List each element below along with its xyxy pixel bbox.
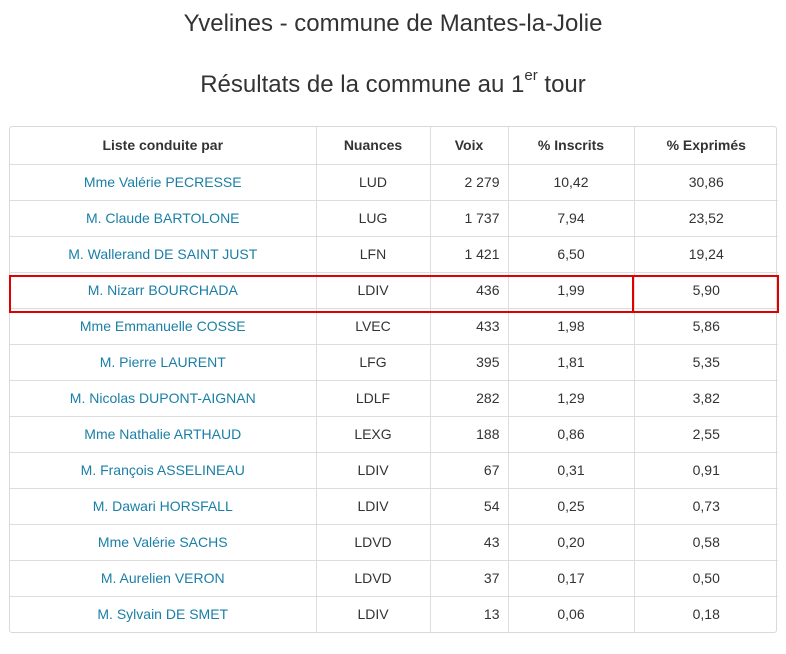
voix-cell: 43 xyxy=(429,523,509,561)
inscrits-cell: 0,17 xyxy=(507,559,635,597)
exprimes-cell: 0,58 xyxy=(633,523,778,561)
inscrits-cell: 10,42 xyxy=(507,163,635,201)
table-row: M. Sylvain DE SMET LDIV 13 0,06 0,18 xyxy=(10,595,778,632)
candidate-name-link[interactable]: M. Nizarr BOURCHADA xyxy=(10,271,317,309)
nuance-cell: LDIV xyxy=(315,595,431,632)
exprimes-cell: 0,50 xyxy=(633,559,778,597)
voix-cell: 1 737 xyxy=(429,199,509,237)
exprimes-cell: 23,52 xyxy=(633,199,778,237)
voix-cell: 67 xyxy=(429,451,509,489)
table-row: M. Aurelien VERON LDVD 37 0,17 0,50 xyxy=(10,559,778,597)
nuance-cell: LDVD xyxy=(315,559,431,597)
exprimes-cell: 0,18 xyxy=(633,595,778,632)
inscrits-cell: 6,50 xyxy=(507,235,635,273)
nuance-cell: LDLF xyxy=(315,379,431,417)
candidate-name-link[interactable]: M. Dawari HORSFALL xyxy=(10,487,317,525)
voix-cell: 37 xyxy=(429,559,509,597)
results-table-container: Liste conduite par Nuances Voix % Inscri… xyxy=(9,126,778,633)
column-header-voix: Voix xyxy=(429,127,509,165)
exprimes-cell: 5,86 xyxy=(633,307,778,345)
inscrits-cell: 1,29 xyxy=(507,379,635,417)
candidate-name-link[interactable]: M. Aurelien VERON xyxy=(10,559,317,597)
voix-cell: 188 xyxy=(429,415,509,453)
inscrits-cell: 0,86 xyxy=(507,415,635,453)
exprimes-cell: 2,55 xyxy=(633,415,778,453)
exprimes-cell: 5,90 xyxy=(633,271,778,309)
column-header-exprimes: % Exprimés xyxy=(633,127,778,165)
voix-cell: 433 xyxy=(429,307,509,345)
exprimes-cell: 0,91 xyxy=(633,451,778,489)
candidate-name-link[interactable]: M. Sylvain DE SMET xyxy=(10,595,317,632)
inscrits-cell: 0,25 xyxy=(507,487,635,525)
candidate-name-link[interactable]: M. François ASSELINEAU xyxy=(10,451,317,489)
inscrits-cell: 0,20 xyxy=(507,523,635,561)
nuance-cell: LDIV xyxy=(315,487,431,525)
inscrits-cell: 1,98 xyxy=(507,307,635,345)
nuance-cell: LDIV xyxy=(315,451,431,489)
table-row: Mme Valérie SACHS LDVD 43 0,20 0,58 xyxy=(10,523,778,561)
table-row: M. Claude BARTOLONE LUG 1 737 7,94 23,52 xyxy=(10,199,778,237)
voix-cell: 395 xyxy=(429,343,509,381)
nuance-cell: LDVD xyxy=(315,523,431,561)
candidate-name-link[interactable]: M. Nicolas DUPONT-AIGNAN xyxy=(10,379,317,417)
subtitle-superscript: er xyxy=(524,67,538,84)
voix-cell: 54 xyxy=(429,487,509,525)
table-row: M. Nicolas DUPONT-AIGNAN LDLF 282 1,29 3,82 xyxy=(10,379,778,417)
nuance-cell: LFG xyxy=(315,343,431,381)
nuance-cell: LDIV xyxy=(315,271,431,309)
table-row: M. Pierre LAURENT LFG 395 1,81 5,35 xyxy=(10,343,778,381)
inscrits-cell: 7,94 xyxy=(507,199,635,237)
exprimes-cell: 0,73 xyxy=(633,487,778,525)
page-title: Yvelines - commune de Mantes-la-Jolie xyxy=(183,10,603,37)
subtitle-end: tour xyxy=(537,71,586,98)
voix-cell: 2 279 xyxy=(429,163,509,201)
table-row: M. Nizarr BOURCHADA LDIV 436 1,99 5,90 xyxy=(10,271,778,309)
column-header-inscrits: % Inscrits xyxy=(507,127,635,165)
nuance-cell: LFN xyxy=(315,235,431,273)
candidate-name-link[interactable]: Mme Valérie SACHS xyxy=(10,523,317,561)
table-row: M. Dawari HORSFALL LDIV 54 0,25 0,73 xyxy=(10,487,778,525)
inscrits-cell: 1,99 xyxy=(507,271,635,309)
exprimes-cell: 5,35 xyxy=(633,343,778,381)
candidate-name-link[interactable]: M. Wallerand DE SAINT JUST xyxy=(10,235,317,273)
inscrits-cell: 0,06 xyxy=(507,595,635,632)
candidate-name-link[interactable]: Mme Valérie PECRESSE xyxy=(10,163,317,201)
candidate-name-link[interactable]: M. Claude BARTOLONE xyxy=(10,199,317,237)
voix-cell: 282 xyxy=(429,379,509,417)
results-subtitle: Résultats de la commune au 1er tour xyxy=(0,67,786,99)
column-header-liste: Liste conduite par xyxy=(10,127,317,165)
exprimes-cell: 30,86 xyxy=(633,163,778,201)
column-header-nuances: Nuances xyxy=(315,127,431,165)
candidate-name-link[interactable]: M. Pierre LAURENT xyxy=(10,343,317,381)
results-table: Liste conduite par Nuances Voix % Inscri… xyxy=(10,127,778,632)
subtitle-main: Résultats de la commune au 1 xyxy=(200,71,525,98)
inscrits-cell: 1,81 xyxy=(507,343,635,381)
table-row: M. François ASSELINEAU LDIV 67 0,31 0,91 xyxy=(10,451,778,489)
table-body: Mme Valérie PECRESSE LUD 2 279 10,42 30,86 M.… xyxy=(10,163,778,632)
exprimes-cell: 3,82 xyxy=(633,379,778,417)
table-header-row: Liste conduite par Nuances Voix % Inscri… xyxy=(10,127,778,165)
table-row: Mme Emmanuelle COSSE LVEC 433 1,98 5,86 xyxy=(10,307,778,345)
voix-cell: 436 xyxy=(429,271,509,309)
voix-cell: 1 421 xyxy=(429,235,509,273)
nuance-cell: LEXG xyxy=(315,415,431,453)
exprimes-cell: 19,24 xyxy=(633,235,778,273)
nuance-cell: LVEC xyxy=(315,307,431,345)
table-row: M. Wallerand DE SAINT JUST LFN 1 421 6,50 19… xyxy=(10,235,778,273)
voix-cell: 13 xyxy=(429,595,509,632)
table-row: Mme Valérie PECRESSE LUD 2 279 10,42 30,86 xyxy=(10,163,778,201)
table-row: Mme Nathalie ARTHAUD LEXG 188 0,86 2,55 xyxy=(10,415,778,453)
nuance-cell: LUG xyxy=(315,199,431,237)
candidate-name-link[interactable]: Mme Emmanuelle COSSE xyxy=(10,307,317,345)
nuance-cell: LUD xyxy=(315,163,431,201)
inscrits-cell: 0,31 xyxy=(507,451,635,489)
candidate-name-link[interactable]: Mme Nathalie ARTHAUD xyxy=(10,415,317,453)
